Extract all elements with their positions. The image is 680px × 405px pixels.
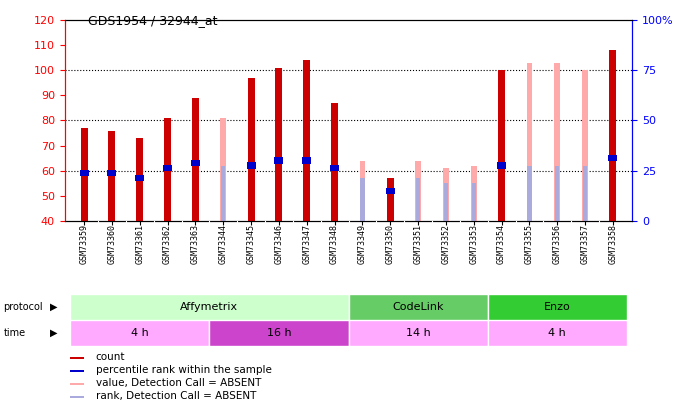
Bar [609,50,616,221]
Text: GSM73363: GSM73363 [191,224,200,264]
Bar [80,170,88,176]
Bar [303,60,310,221]
Bar [192,98,199,221]
Bar [348,320,488,346]
Text: GSM73353: GSM73353 [469,224,478,264]
Text: GSM73350: GSM73350 [386,224,395,264]
Text: GSM73355: GSM73355 [525,224,534,264]
Bar [247,162,256,169]
Bar [163,165,172,171]
Text: GSM73349: GSM73349 [358,224,367,264]
Bar [70,294,348,320]
Text: GSM73358: GSM73358 [609,224,617,264]
Bar [191,160,200,166]
Bar [582,70,588,221]
Bar [136,138,143,221]
Text: protocol: protocol [3,302,43,312]
Text: CodeLink: CodeLink [392,302,444,312]
Bar [302,158,311,164]
Text: Enzo: Enzo [544,302,571,312]
Bar [135,175,144,181]
Bar [527,166,532,221]
Text: 16 h: 16 h [267,328,291,338]
Bar [275,158,284,164]
Bar [387,178,394,221]
Bar [209,320,348,346]
Text: GSM73352: GSM73352 [441,224,450,264]
Bar [107,170,116,176]
Bar [386,188,395,194]
Bar [554,63,560,221]
Text: rank, Detection Call = ABSENT: rank, Detection Call = ABSENT [96,391,256,401]
Text: ▶: ▶ [50,328,57,338]
Bar [70,320,209,346]
Text: value, Detection Call = ABSENT: value, Detection Call = ABSENT [96,378,261,388]
Bar [583,166,587,221]
Text: GSM73351: GSM73351 [413,224,422,264]
Text: percentile rank within the sample: percentile rank within the sample [96,365,272,375]
Text: GSM73347: GSM73347 [302,224,311,264]
Bar [108,130,116,221]
Bar [70,357,84,359]
Bar [248,78,254,221]
Bar [488,294,627,320]
Text: GSM73362: GSM73362 [163,224,172,264]
Bar [70,396,84,399]
Bar [70,383,84,385]
Text: Affymetrix: Affymetrix [180,302,239,312]
Text: GSM73359: GSM73359 [80,224,88,264]
Bar [498,70,505,221]
Bar [555,166,560,221]
Bar [360,178,364,221]
Bar [472,183,476,221]
Text: GSM73356: GSM73356 [553,224,562,264]
Bar [330,165,339,171]
Text: 4 h: 4 h [131,328,149,338]
Bar [220,118,226,221]
Text: GSM73346: GSM73346 [275,224,284,264]
Bar [81,128,88,221]
Bar [488,320,627,346]
Text: count: count [96,352,125,362]
Text: GSM73344: GSM73344 [219,224,228,264]
Bar [497,162,506,169]
Bar [444,183,448,221]
Text: GSM73345: GSM73345 [247,224,256,264]
Text: GDS1954 / 32944_at: GDS1954 / 32944_at [88,14,218,27]
Bar [70,370,84,372]
Bar [416,178,420,221]
Bar [348,294,488,320]
Bar [415,160,421,221]
Text: GSM73360: GSM73360 [107,224,116,264]
Bar [275,68,282,221]
Text: 4 h: 4 h [548,328,566,338]
Text: time: time [3,328,26,338]
Bar [331,103,338,221]
Text: ▶: ▶ [50,302,57,312]
Bar [360,160,365,221]
Text: GSM73357: GSM73357 [581,224,590,264]
Bar [609,155,617,161]
Bar [164,118,171,221]
Bar [526,63,532,221]
Text: GSM73361: GSM73361 [135,224,144,264]
Bar [471,166,477,221]
Bar [443,168,449,221]
Text: GSM73348: GSM73348 [330,224,339,264]
Text: 14 h: 14 h [406,328,430,338]
Bar [221,166,225,221]
Text: GSM73354: GSM73354 [497,224,506,264]
